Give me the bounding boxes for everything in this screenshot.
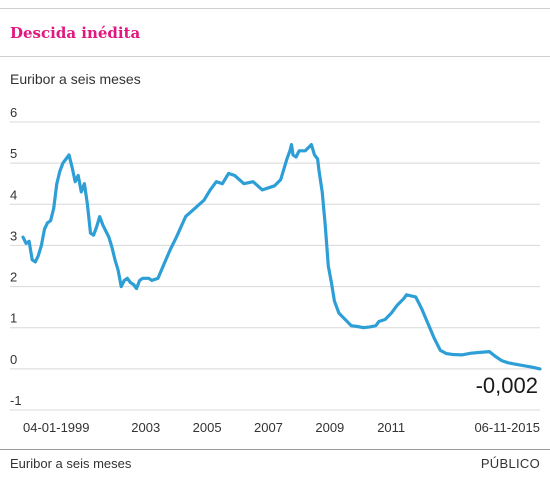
- footer-source: Euribor a seis meses: [10, 456, 132, 471]
- y-tick-label: 6: [10, 105, 17, 120]
- x-tick-label: 04-01-1999: [23, 420, 90, 435]
- last-value-label: -0,002: [476, 373, 538, 398]
- top-divider: [0, 8, 550, 9]
- y-tick-label: 2: [10, 270, 17, 285]
- y-tick-label: -1: [10, 393, 22, 408]
- annotations: -0,002: [476, 373, 538, 398]
- y-tick-label: 0: [10, 352, 17, 367]
- footer-publisher: PÚBLICO: [480, 456, 540, 471]
- x-tick-label: 06-11-2015: [474, 420, 540, 435]
- chart-subtitle: Euribor a seis meses: [10, 71, 141, 87]
- title-divider: [0, 56, 550, 57]
- x-tick-label: 2009: [315, 420, 344, 435]
- x-tick-label: 2005: [193, 420, 222, 435]
- grid-lines: [10, 121, 540, 411]
- x-tick-labels: 04-01-1999 2003 2005 2007 2009 2011 06-11-2015: [23, 420, 540, 435]
- x-tick-label: 2007: [254, 420, 283, 435]
- y-tick-label: 3: [10, 228, 17, 243]
- x-tick-label: 2003: [131, 420, 160, 435]
- y-tick-labels: 6 5 4 3 2 1 0 -1: [10, 105, 22, 408]
- y-tick-label: 1: [10, 311, 17, 326]
- y-tick-label: 5: [10, 146, 17, 161]
- series-line: [21, 143, 542, 371]
- chart-title: Descida inédita: [10, 24, 141, 42]
- series-layer: [21, 143, 542, 371]
- footer-divider: [0, 449, 550, 450]
- x-tick-label: 2011: [377, 420, 405, 435]
- y-tick-label: 4: [10, 187, 17, 202]
